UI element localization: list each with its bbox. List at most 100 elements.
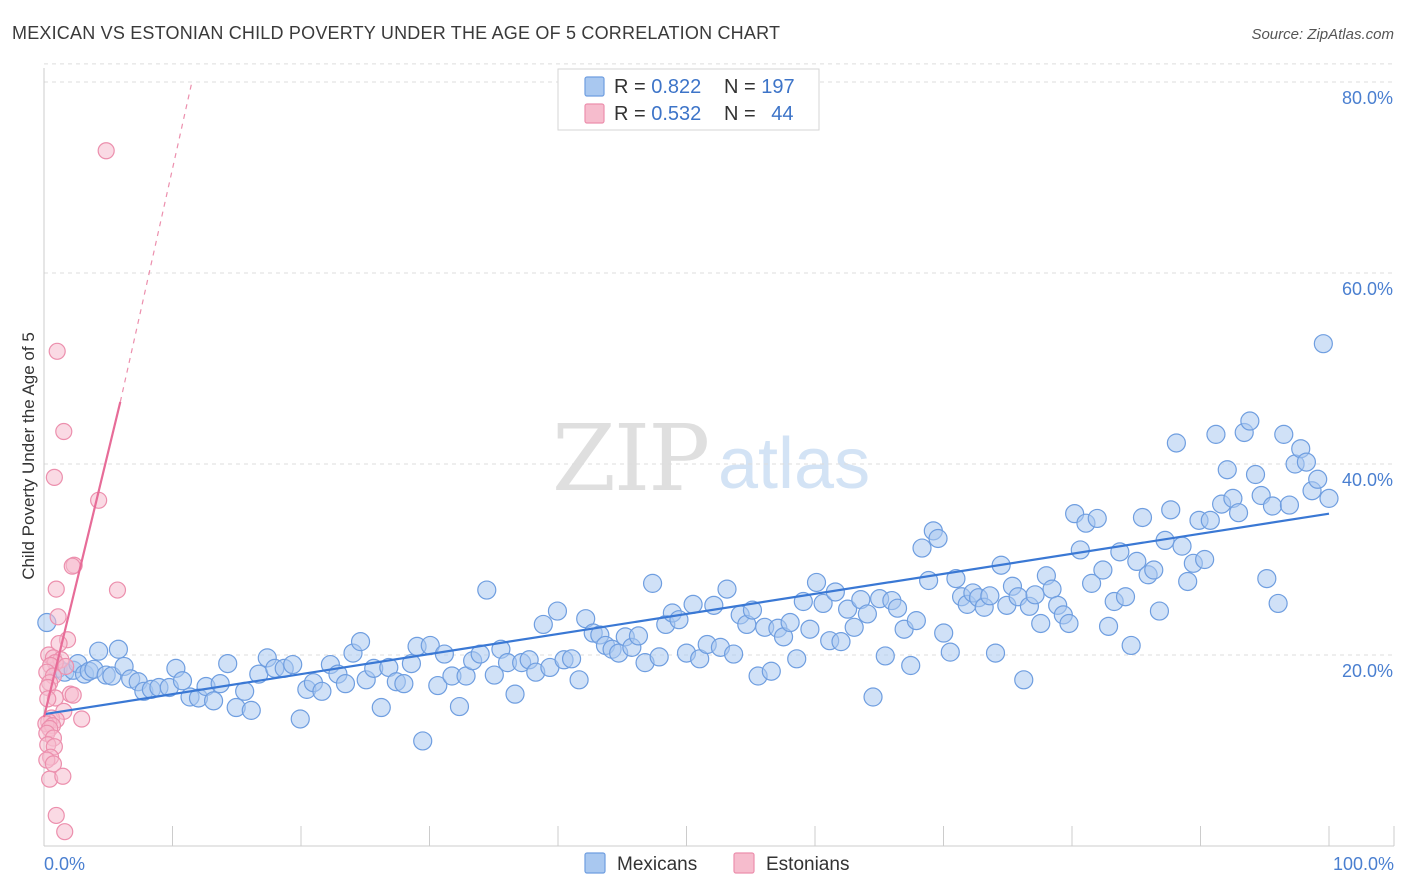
mexicans-point [1166, 433, 1186, 453]
legend-n-value: 44 [771, 103, 793, 125]
bottom-legend-swatch-estonians [733, 852, 755, 874]
legend-r-label: R = [614, 76, 651, 98]
mexicans-point [533, 614, 553, 635]
mexicans-point [394, 674, 414, 694]
mexicans-point [1245, 464, 1266, 485]
mexicans-point [401, 653, 422, 674]
estonians-point [63, 557, 81, 575]
mexicans-point [413, 731, 433, 751]
mexicans-point [887, 598, 908, 618]
mexicans-point [837, 599, 858, 619]
mexicans-point [742, 600, 763, 620]
mexicans-point [350, 632, 371, 652]
mexicans-point [1081, 573, 1102, 593]
mexicans-point [863, 687, 883, 707]
mexicans-point [1268, 593, 1288, 614]
chart-source: Source: ZipAtlas.com [1251, 26, 1394, 43]
mexicans-point [449, 696, 470, 717]
bottom-legend-label-estonians: Estonians [766, 854, 849, 875]
mexicans-point [717, 579, 737, 599]
estonians-trend-line [42, 401, 122, 718]
mexicans-point [844, 617, 864, 637]
mexicans-point [642, 573, 663, 593]
bottom-legend-label-mexicans: Mexicans [617, 854, 697, 875]
mexicans-point [831, 632, 851, 652]
mexicans-point [1319, 488, 1339, 508]
estonians-point [45, 468, 63, 486]
mexicans-point [1127, 551, 1147, 572]
mexicans-point [780, 612, 800, 633]
legend-row-estonians-n: N = 44 [724, 103, 794, 125]
mexicans-point [806, 572, 827, 593]
bottom-legend: Mexicans Estonians [584, 852, 849, 875]
estonians-point [54, 767, 72, 785]
mexicans-point [813, 593, 833, 614]
bottom-legend-swatch-mexicans [584, 852, 606, 874]
mexicans-point [1296, 452, 1316, 472]
estonians-point [55, 422, 73, 441]
mexicans-point [1195, 549, 1215, 570]
mexicans-point [1217, 460, 1237, 480]
mexicans-point [980, 586, 1000, 606]
y-axis-title: Child Poverty Under the Age of 5 [19, 332, 38, 580]
mexicans-point [1093, 560, 1113, 580]
legend-n-label: N = [724, 76, 761, 98]
estonians-point [108, 581, 127, 599]
mexicans-point [1070, 540, 1090, 560]
estonians-point [48, 342, 66, 360]
mexicans-point [940, 642, 960, 662]
mexicans-point [1144, 560, 1164, 580]
x-ticks [43, 826, 1395, 846]
estonians-point [47, 580, 65, 598]
mexicans-point [484, 665, 504, 685]
mexicans-point [1121, 635, 1141, 656]
mexicans-point [108, 639, 129, 659]
legend-row-mexicans: R = 0.822 [614, 76, 701, 98]
estonians-point [56, 823, 74, 841]
mexicans-point [901, 655, 921, 676]
mexicans-point [1031, 613, 1051, 634]
trend-lines [42, 81, 1330, 718]
x-tick-label-min: 0.0% [44, 854, 85, 874]
mexicans-point [1025, 585, 1045, 605]
estonians-point [64, 686, 82, 704]
mexicans-point [1042, 579, 1062, 599]
y-tick-label-80: 80.0% [1342, 88, 1393, 108]
y-tick-label-20: 20.0% [1342, 661, 1393, 681]
chart-title: MEXICAN VS ESTONIAN CHILD POVERTY UNDER … [12, 23, 780, 43]
legend-swatch-estonians [584, 103, 605, 124]
mexicans-point [561, 649, 582, 669]
mexicans-point [1014, 670, 1034, 690]
estonians-point [47, 806, 65, 825]
mexicans-point [1308, 469, 1328, 489]
mexicans-point [241, 700, 261, 720]
mexicans-point [928, 528, 948, 549]
mexicans-point [290, 709, 310, 729]
mexicans-point [683, 594, 703, 614]
legend-n-label: N = [724, 103, 761, 125]
mexicans-point [172, 671, 193, 691]
mexicans-point [428, 675, 448, 696]
mexicans-point [649, 647, 669, 667]
mexicans-point [335, 674, 356, 694]
mexicans-point [1149, 601, 1170, 621]
mexicans-point [235, 681, 255, 701]
mexicans-point [1257, 568, 1277, 589]
mexicans-trend-line [43, 512, 1330, 716]
mexicans-point [218, 653, 238, 674]
mexicans-point [1262, 496, 1283, 516]
mexicans-point [761, 661, 781, 681]
mexicans-point [857, 604, 877, 624]
mexicans-point [1200, 510, 1220, 530]
mexicans-point [787, 649, 807, 669]
mexicans-point [934, 623, 954, 643]
watermark-zip: ZIP [552, 405, 708, 512]
y-tick-labels: 20.0% 40.0% 60.0% 80.0% [1342, 88, 1393, 681]
mexicans-point [1178, 571, 1198, 592]
mexicans-point [210, 674, 230, 694]
mexicans-point [1087, 508, 1107, 529]
mexicans-point [1132, 507, 1153, 528]
mexicans-point [1098, 616, 1119, 636]
mexicans-point [985, 643, 1006, 663]
